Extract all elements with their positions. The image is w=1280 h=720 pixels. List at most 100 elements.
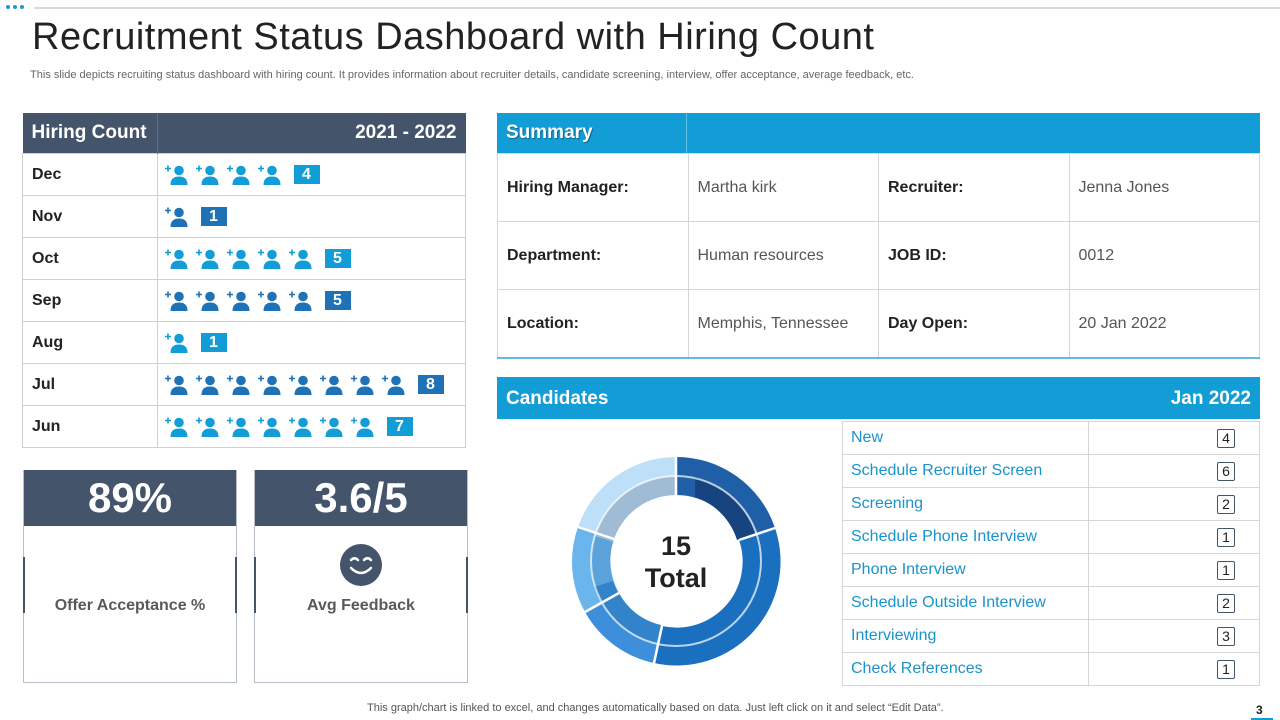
candidate-stage-row: Check References 1 [842,652,1260,686]
candidate-stage-count: 1 [1217,659,1235,679]
hiring-icons-cell: 5 [156,237,466,280]
hiring-month: Jul [22,363,158,406]
page-number: 3 [1256,703,1263,717]
candidate-stage-count-cell: 1 [1088,553,1260,587]
hiring-icons: 8 [158,374,466,396]
add-person-icon [288,375,311,395]
candidate-stage-count-cell: 6 [1088,454,1260,488]
candidates-donut-chart: 15 Total [572,456,781,666]
candidate-stage-row: Interviewing 3 [842,619,1260,653]
add-person-icon [350,375,373,395]
candidate-stage-row: Screening 2 [842,487,1260,521]
candidates-period: Jan 2022 [1170,388,1251,409]
smiley-face-icon [340,544,382,586]
candidate-stage-label: Check References [842,652,1089,686]
donut-segment [695,477,755,540]
candidate-stage-row: Phone Interview 1 [842,553,1260,587]
summary-key: Hiring Manager: [497,153,689,222]
hiring-row-sep: Sep 5 [22,279,466,322]
add-person-icon [257,249,280,269]
card-edge [466,557,468,613]
add-person-icon [226,375,249,395]
add-person-icon [288,291,311,311]
hiring-icons: 1 [158,206,466,228]
donut-segment [590,536,613,587]
summary-key: Department: [497,221,689,290]
hiring-row-jun: Jun 7 [22,405,466,448]
summary-title: Summary [497,113,687,153]
summary-key: Location: [497,289,689,358]
summary-value: Jenna Jones [1068,153,1260,222]
footer-note: This graph/chart is linked to excel, and… [367,702,944,714]
summary-header: Summary [497,113,1260,153]
candidate-stage-count: 2 [1217,593,1235,613]
hiring-count-badge: 1 [200,333,227,352]
add-person-icon [164,291,187,311]
offer-acceptance-card: 89% Offer Acceptance % [23,470,237,683]
hiring-month: Jun [22,405,158,448]
summary-row: Department: Human resources JOB ID: 0012 [497,221,1260,290]
hiring-icons: 7 [158,416,466,438]
hiring-icons-cell: 7 [156,405,466,448]
avg-feedback-card: 3.6/5 Avg Feedback [254,470,468,683]
avg-feedback-value: 3.6/5 [255,470,467,526]
hiring-count-badge: 1 [200,207,227,226]
summary-key: JOB ID: [878,221,1070,290]
hiring-row-dec: Dec 4 [22,153,466,196]
hiring-icons: 5 [158,248,466,270]
candidate-stage-count: 2 [1217,494,1235,514]
hiring-count-header: Hiring Count [22,113,158,154]
summary-value: Memphis, Tennessee [687,289,879,358]
add-person-icon [288,249,311,269]
hiring-count-badge: 5 [324,291,351,310]
add-person-icon [257,165,280,185]
add-person-icon [164,249,187,269]
hiring-count-badge: 5 [324,249,351,268]
donut-segment [595,476,676,542]
slide-menu-dots [6,5,24,9]
summary-value: Human resources [687,221,879,290]
add-person-icon [350,417,373,437]
candidate-stage-label: Phone Interview [842,553,1089,587]
add-person-icon [195,165,218,185]
donut-hole [614,499,738,623]
candidate-stage-count-cell: 1 [1088,652,1260,686]
summary-value: 20 Jan 2022 [1068,289,1260,358]
summary-value: Martha kirk [687,153,879,222]
add-person-icon [195,291,218,311]
hiring-period-header: 2021 - 2022 [157,113,466,154]
candidate-stage-count: 1 [1217,527,1235,547]
hiring-count-table: Hiring Count 2021 - 2022 Dec 4 Nov 1 Oct 5 Sep… [22,113,466,448]
summary-row: Location: Memphis, Tennessee Day Open: 2… [497,289,1260,358]
add-person-icon [164,333,187,353]
hiring-icons: 4 [158,164,466,186]
add-person-icon [226,417,249,437]
page-title: Recruitment Status Dashboard with Hiring… [32,16,875,58]
card-edge [254,557,256,613]
candidates-title: Candidates [506,388,609,409]
candidate-stage-label: Schedule Recruiter Screen [842,454,1089,488]
hiring-month: Sep [22,279,158,322]
page-number-underline [1251,718,1273,720]
hiring-count-badge: 7 [386,417,413,436]
hiring-icons-cell: 1 [156,195,466,238]
summary-row: Hiring Manager: Martha kirk Recruiter: J… [497,153,1260,222]
hiring-month: Aug [22,321,158,364]
hiring-count-badge: 4 [293,165,320,184]
add-person-icon [319,375,342,395]
hiring-count-badge: 8 [417,375,444,394]
hiring-icons-cell: 4 [156,153,466,196]
candidate-stages-table: New 4 Schedule Recruiter Screen 6 Screening 2… [842,421,1260,686]
add-person-icon [226,291,249,311]
add-person-icon [164,417,187,437]
offer-acceptance-value: 89% [24,470,236,526]
card-edge [235,557,237,613]
add-person-icon [195,249,218,269]
add-person-icon [226,249,249,269]
donut-total-label: Total [645,563,708,593]
top-divider [34,7,1280,9]
add-person-icon [319,417,342,437]
candidate-stage-row: Schedule Outside Interview 2 [842,586,1260,620]
add-person-icon [257,375,280,395]
candidate-stage-label: Schedule Phone Interview [842,520,1089,554]
